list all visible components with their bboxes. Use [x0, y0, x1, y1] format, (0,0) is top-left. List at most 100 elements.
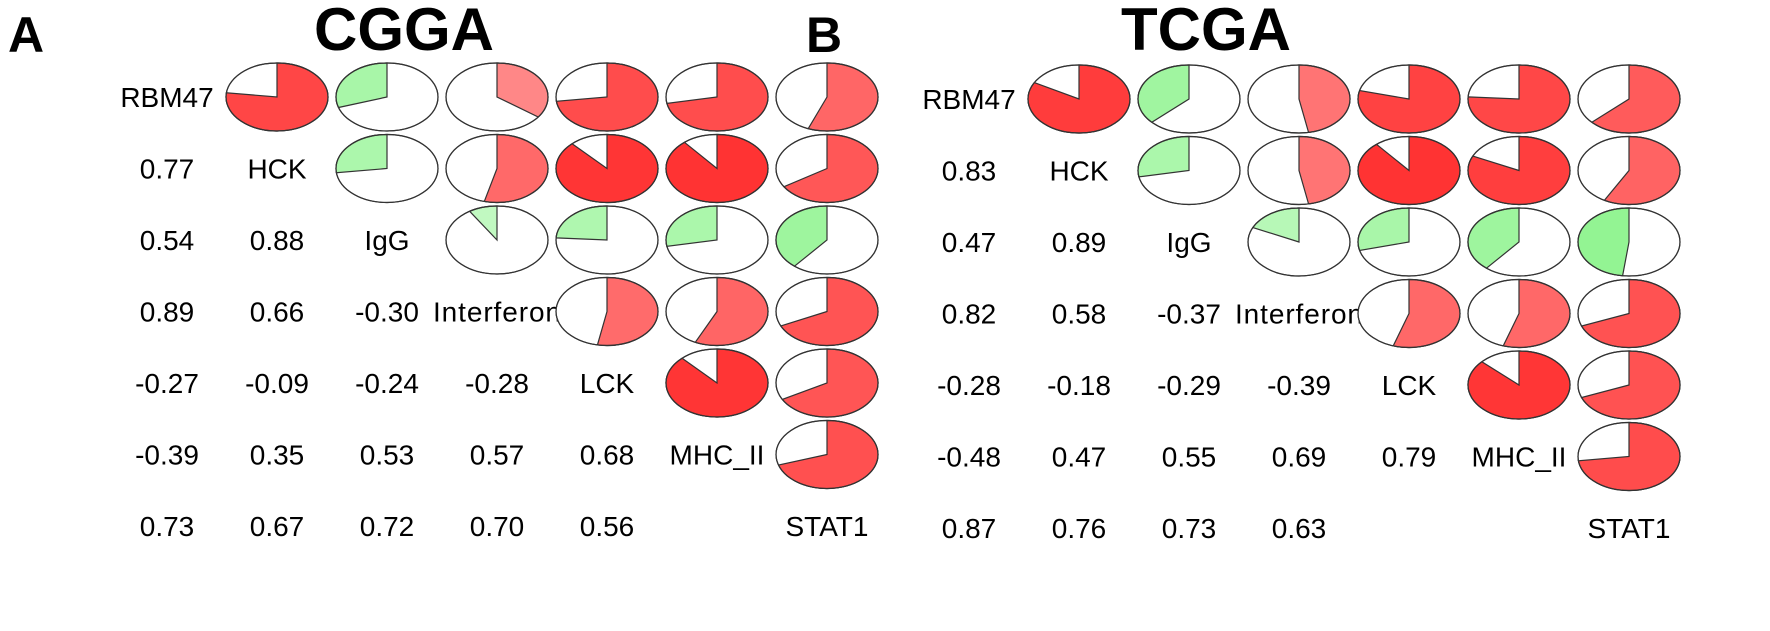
- pie-outline: [1577, 278, 1681, 349]
- coef-interferon-rbm47: 0.89: [140, 297, 195, 328]
- coef-mhc-ii-igg: 0.55: [1162, 442, 1217, 473]
- pie-igg-mhc-ii: [1467, 207, 1571, 277]
- pie-outline: [1467, 64, 1571, 134]
- coef-interferon-hck: 0.58: [1052, 299, 1107, 330]
- variable-label-lck: LCK: [1382, 370, 1437, 401]
- pie-outline: [1027, 64, 1131, 134]
- pie-outline: [1357, 135, 1461, 206]
- pie-rbm47-stat1: [1577, 64, 1681, 134]
- pie-hck-lck: [1357, 135, 1461, 206]
- pie-igg-interferon: [1247, 207, 1351, 277]
- coef-interferon-igg: -0.37: [1157, 299, 1221, 330]
- pie-interferon-stat1: [775, 276, 879, 347]
- variable-label-rbm47: RBM47: [922, 84, 1015, 115]
- pie-outline: [665, 205, 769, 275]
- pie-outline: [775, 62, 879, 132]
- coef-stat1-rbm47: 0.87: [942, 513, 997, 544]
- coef-hck-rbm47: 0.83: [942, 156, 997, 187]
- pie-outline: [1577, 207, 1681, 277]
- pie-mhc-ii-stat1: [775, 419, 879, 490]
- coef-mhc-ii-interferon: 0.57: [470, 440, 525, 471]
- variable-label-hck: HCK: [1049, 156, 1108, 187]
- variable-label-mhc-ii: MHC_II: [1472, 442, 1567, 473]
- coef-lck-igg: -0.24: [355, 368, 419, 399]
- coef-hck-rbm47: 0.77: [140, 154, 195, 185]
- coef-lck-hck: -0.09: [245, 368, 309, 399]
- panel-letter: A: [8, 7, 44, 63]
- variable-label-stat1: STAT1: [1588, 513, 1671, 544]
- coef-interferon-hck: 0.66: [250, 297, 305, 328]
- pie-outline: [775, 133, 879, 204]
- pie-outline: [1247, 64, 1351, 134]
- variable-label-interferon: Interferon: [1235, 299, 1363, 330]
- coef-stat1-hck: 0.67: [250, 511, 305, 542]
- pie-hck-lck: [555, 133, 659, 204]
- pie-outline: [335, 62, 439, 132]
- pie-outline: [1577, 135, 1681, 206]
- pie-rbm47-igg: [1137, 64, 1241, 134]
- pie-rbm47-mhc-ii: [1467, 64, 1571, 134]
- panel-a-cgga: A CGGA RBM47 0.77 HCK 0.54 0.88 IgG 0.89 0.66 -0…: [8, 0, 879, 542]
- variable-label-lck: LCK: [580, 368, 635, 399]
- pie-outline: [1357, 207, 1461, 277]
- pie-outline: [775, 205, 879, 275]
- pie-hck-igg: [1137, 135, 1241, 206]
- pie-outline: [555, 133, 659, 204]
- pie-igg-lck: [555, 205, 659, 275]
- pie-outline: [775, 348, 879, 418]
- coef-lck-rbm47: -0.27: [135, 368, 199, 399]
- pie-sector: [665, 205, 718, 248]
- pie-interferon-stat1: [1577, 278, 1681, 349]
- pie-outline: [1467, 207, 1571, 277]
- pie-lck-mhc-ii: [1467, 350, 1571, 420]
- pie-outline: [665, 276, 769, 347]
- pie-outline: [1577, 421, 1681, 492]
- pie-igg-stat1: [1577, 207, 1681, 277]
- pie-sector: [1298, 64, 1351, 134]
- pie-outline: [555, 205, 659, 275]
- panel-title: TCGA: [1121, 0, 1291, 63]
- coef-stat1-interferon: 0.63: [1272, 513, 1327, 544]
- coef-lck-rbm47: -0.28: [937, 370, 1001, 401]
- coef-igg-rbm47: 0.47: [942, 227, 997, 258]
- coef-igg-hck: 0.89: [1052, 227, 1107, 258]
- pie-outline: [445, 62, 549, 132]
- pie-igg-stat1: [775, 205, 879, 275]
- pie-rbm47-hck: [225, 62, 329, 132]
- pie-rbm47-hck: [1027, 64, 1131, 134]
- variable-label-hck: HCK: [247, 154, 306, 185]
- coef-mhc-ii-rbm47: -0.48: [937, 442, 1001, 473]
- pie-sector: [335, 133, 388, 174]
- coef-lck-igg: -0.29: [1157, 370, 1221, 401]
- pie-rbm47-stat1: [775, 62, 879, 132]
- pie-outline: [445, 205, 549, 275]
- coef-mhc-ii-lck: 0.68: [580, 440, 635, 471]
- pie-mhc-ii-stat1: [1577, 421, 1681, 492]
- pie-outline: [665, 348, 769, 418]
- pie-outline: [1357, 278, 1461, 349]
- pie-hck-mhc-ii: [1467, 135, 1571, 206]
- coef-mhc-ii-hck: 0.35: [250, 440, 305, 471]
- pie-outline: [1577, 350, 1681, 420]
- pie-outline: [1467, 278, 1571, 349]
- coef-mhc-ii-rbm47: -0.39: [135, 440, 199, 471]
- pie-outline: [1247, 207, 1351, 277]
- variable-label-stat1: STAT1: [786, 511, 869, 542]
- pie-sector: [1298, 135, 1351, 205]
- pie-interferon-lck: [1357, 278, 1461, 349]
- pie-hck-igg: [335, 133, 439, 204]
- coef-stat1-igg: 0.72: [360, 511, 415, 542]
- pie-igg-lck: [1357, 207, 1461, 277]
- pie-outline: [665, 62, 769, 132]
- pie-outline: [775, 276, 879, 347]
- coef-stat1-hck: 0.76: [1052, 513, 1107, 544]
- coef-interferon-igg: -0.30: [355, 297, 419, 328]
- pie-hck-stat1: [1577, 135, 1681, 206]
- pie-sector: [596, 276, 659, 347]
- variable-label-igg: IgG: [1166, 227, 1211, 258]
- pie-hck-stat1: [775, 133, 879, 204]
- coef-mhc-ii-lck: 0.79: [1382, 442, 1437, 473]
- pie-rbm47-mhc-ii: [665, 62, 769, 132]
- pie-hck-interferon: [445, 133, 549, 204]
